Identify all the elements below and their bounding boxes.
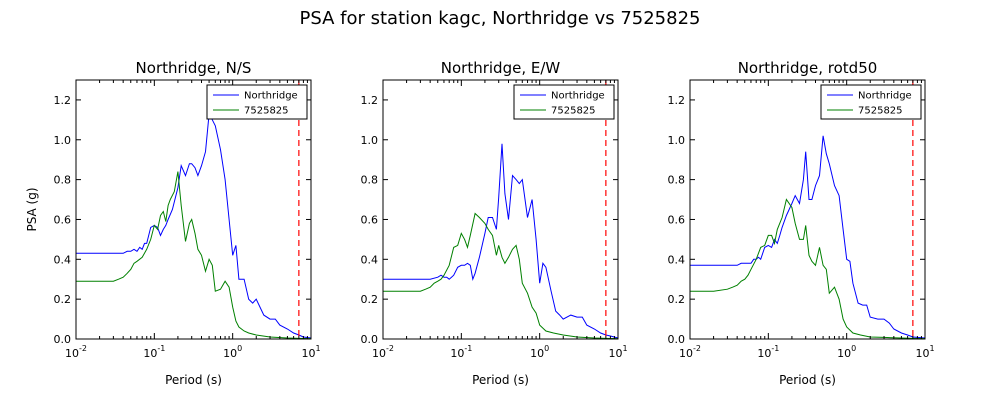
y-tick-label: 0.6 xyxy=(54,213,72,226)
legend-label: Northridge xyxy=(244,91,298,102)
y-tick-label: 1.0 xyxy=(361,134,379,147)
y-tick-label: 0.6 xyxy=(361,213,379,226)
y-tick-label: 0.4 xyxy=(361,253,379,266)
legend-label: 7525825 xyxy=(244,106,289,117)
figure-title: PSA for station kagc, Northridge vs 7525… xyxy=(299,8,700,29)
legend-box xyxy=(513,84,615,120)
y-tick-label: 1.2 xyxy=(54,94,72,107)
panel-2: Northridge, E/W 0.0 0.2 0.4 0.6 0.8 1.0 1.2 10-2… xyxy=(361,59,628,387)
panel-1: Northridge, N/S 0.0 0.2 0.4 0.6 0.8 1.0 1.2 10-2… xyxy=(25,59,321,387)
x-tick-label: 101 xyxy=(301,344,320,360)
legend: Northridge 7525825 xyxy=(820,84,922,120)
series-line-northridge xyxy=(76,112,311,339)
x-tick-label: 10-2 xyxy=(679,344,701,360)
x-tick-label: 10-1 xyxy=(757,344,779,360)
series-line-simulated xyxy=(690,198,925,339)
series-line-simulated xyxy=(383,212,618,339)
legend-label: Northridge xyxy=(858,91,912,102)
series-line-simulated xyxy=(76,171,311,339)
x-tick-label: 10-2 xyxy=(372,344,394,360)
x-axis-label: Period (s) xyxy=(165,373,222,387)
x-tick-label: 10-1 xyxy=(143,344,165,360)
x-tick-label: 101 xyxy=(915,344,934,360)
panel-3: Northridge, rotd50 0.0 0.2 0.4 0.6 0.8 1.0 1.2 1… xyxy=(668,59,935,387)
y-axis-label: PSA (g) xyxy=(25,187,39,231)
axes-frame xyxy=(382,79,619,340)
y-tick-label: 0.2 xyxy=(54,293,72,306)
y-tick-label: 0.4 xyxy=(54,253,72,266)
panels-group: Northridge, N/S 0.0 0.2 0.4 0.6 0.8 1.0 1.2 10-2… xyxy=(25,59,935,387)
x-axis-label: Period (s) xyxy=(779,373,836,387)
subplot-title: Northridge, N/S xyxy=(136,59,252,77)
x-tick-label: 10-2 xyxy=(65,344,87,360)
y-tick-label: 0.6 xyxy=(668,213,686,226)
y-tick-label: 0.8 xyxy=(54,174,72,187)
x-tick-label: 100 xyxy=(837,344,856,360)
y-tick-label: 0.2 xyxy=(361,293,379,306)
series-line-northridge xyxy=(690,135,925,339)
legend-box xyxy=(820,84,922,120)
subplot-title: Northridge, rotd50 xyxy=(738,59,878,77)
legend-label: 7525825 xyxy=(858,106,903,117)
y-tick-label: 0.8 xyxy=(361,174,379,187)
legend-label: 7525825 xyxy=(551,106,596,117)
y-tick-label: 1.0 xyxy=(668,134,686,147)
y-tick-label: 0.4 xyxy=(668,253,686,266)
y-tick-label: 0.0 xyxy=(668,333,686,346)
y-tick-label: 0.0 xyxy=(361,333,379,346)
axes-frame xyxy=(75,79,312,340)
axes-frame xyxy=(689,79,926,340)
legend: Northridge 7525825 xyxy=(513,84,615,120)
x-tick-label: 100 xyxy=(530,344,549,360)
series-line-northridge xyxy=(383,143,618,339)
y-tick-label: 1.0 xyxy=(54,134,72,147)
legend-box xyxy=(206,84,308,120)
subplot-title: Northridge, E/W xyxy=(441,59,561,77)
legend: Northridge 7525825 xyxy=(206,84,308,120)
x-axis-label: Period (s) xyxy=(472,373,529,387)
y-tick-label: 1.2 xyxy=(361,94,379,107)
x-tick-label: 10-1 xyxy=(450,344,472,360)
y-tick-label: 0.8 xyxy=(668,174,686,187)
y-tick-label: 0.0 xyxy=(54,333,72,346)
x-tick-label: 100 xyxy=(223,344,242,360)
legend-label: Northridge xyxy=(551,91,605,102)
y-tick-label: 0.2 xyxy=(668,293,686,306)
x-tick-label: 101 xyxy=(608,344,627,360)
y-tick-label: 1.2 xyxy=(668,94,686,107)
